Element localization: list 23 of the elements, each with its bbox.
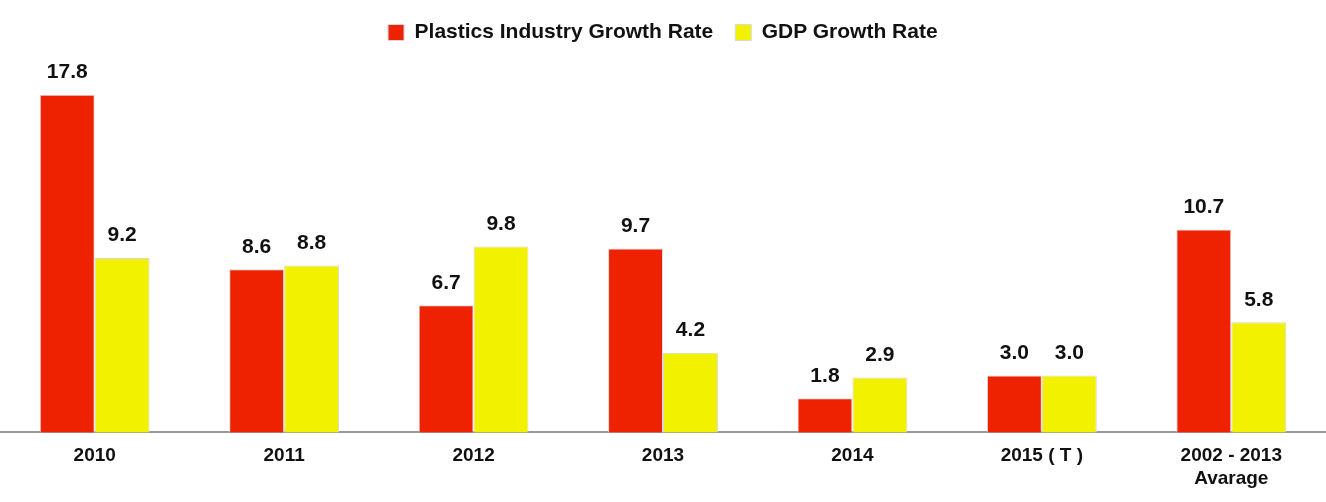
data-label: 6.7: [431, 269, 461, 293]
legend-label: GDP Growth Rate: [761, 19, 938, 43]
data-label: 2.9: [865, 341, 895, 365]
data-label: 17.8: [46, 59, 88, 83]
x-tick-label: 2013: [641, 444, 685, 466]
x-tick-label: 2014: [831, 444, 874, 466]
data-label: 9.2: [107, 222, 137, 246]
data-label: 5.8: [1244, 286, 1274, 310]
x-tick-label: 2010: [73, 444, 116, 466]
data-label: 8.6: [242, 233, 272, 257]
data-label: 9.7: [620, 212, 651, 236]
data-label: 4.2: [675, 317, 706, 341]
data-label: 1.8: [810, 362, 840, 386]
x-tick-label: 2012: [452, 444, 495, 466]
data-label: 3.0: [1054, 339, 1084, 363]
data-label: 10.7: [1183, 193, 1225, 217]
data-label: 3.0: [999, 339, 1029, 363]
data-label: 9.8: [486, 210, 516, 234]
x-tick-label: 2015 ( T ): [1000, 444, 1084, 466]
x-tick-label: 2011: [263, 444, 306, 466]
legend-label: Plastics Industry Growth Rate: [414, 19, 714, 43]
x-tick-label: 2002 - 2013 Avarage: [1180, 444, 1282, 488]
data-label: 8.8: [297, 229, 327, 253]
